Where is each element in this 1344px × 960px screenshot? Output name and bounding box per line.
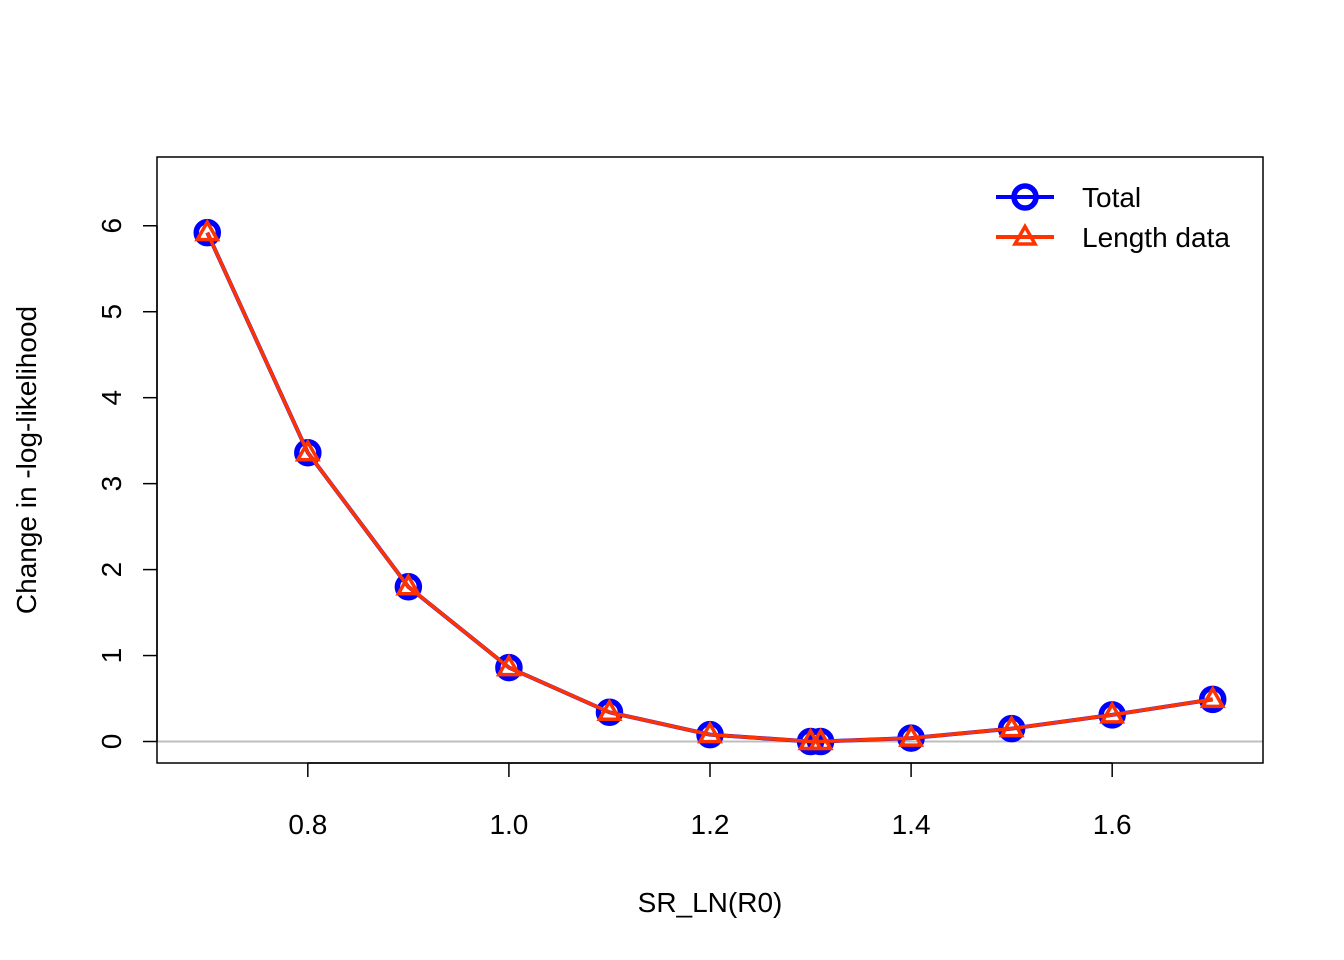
data-point-triangle bbox=[596, 698, 623, 722]
legend-label: Length data bbox=[1082, 222, 1230, 253]
data-point-triangle bbox=[1199, 685, 1226, 709]
x-tick-label: 1.6 bbox=[1093, 809, 1132, 840]
x-tick-label: 1.0 bbox=[489, 809, 528, 840]
series-length-data bbox=[194, 218, 1226, 751]
y-axis-title: Change in -log-likelihood bbox=[11, 306, 42, 614]
legend-item: Length data bbox=[996, 222, 1230, 253]
y-tick-label: 0 bbox=[96, 734, 127, 750]
y-tick-label: 4 bbox=[96, 390, 127, 406]
y-axis: 0 1 2 3 4 5 6 bbox=[96, 218, 158, 750]
data-point-triangle bbox=[898, 724, 925, 747]
legend: Total Length data bbox=[996, 182, 1230, 253]
data-point-triangle bbox=[1099, 700, 1126, 724]
data-point-triangle bbox=[998, 714, 1025, 738]
data-point-triangle bbox=[194, 218, 221, 242]
legend-label: Total bbox=[1082, 182, 1141, 213]
x-axis-title: SR_LN(R0) bbox=[638, 887, 783, 918]
y-tick-label: 2 bbox=[96, 562, 127, 578]
y-tick-label: 6 bbox=[96, 218, 127, 234]
data-point-triangle bbox=[395, 572, 422, 596]
y-tick-label: 5 bbox=[96, 304, 127, 320]
legend-item: Total bbox=[996, 182, 1141, 213]
x-tick-label: 0.8 bbox=[288, 809, 327, 840]
data-point-triangle bbox=[696, 720, 724, 744]
legend-circle-marker bbox=[1011, 183, 1039, 211]
y-tick-label: 3 bbox=[96, 476, 127, 492]
x-axis: 0.8 1.0 1.2 1.4 1.6 bbox=[288, 762, 1132, 840]
y-tick-label: 1 bbox=[96, 648, 127, 664]
series-layer bbox=[193, 218, 1227, 756]
series-line bbox=[205, 231, 1213, 744]
legend-triangle-marker bbox=[1011, 222, 1039, 246]
data-point-triangle bbox=[807, 727, 834, 751]
x-tick-label: 1.2 bbox=[691, 809, 730, 840]
data-point-triangle bbox=[294, 438, 321, 462]
data-point-triangle bbox=[495, 653, 522, 677]
x-tick-label: 1.4 bbox=[892, 809, 931, 840]
